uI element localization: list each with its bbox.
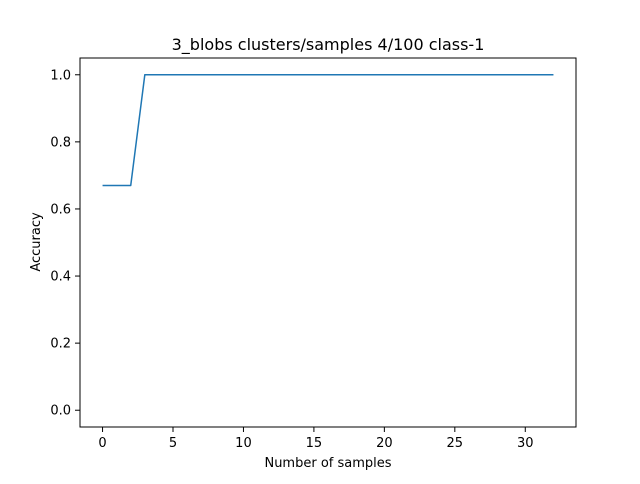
series-layer bbox=[102, 74, 554, 187]
x-tick-label: 20 bbox=[376, 436, 393, 451]
y-tick-label: 0.8 bbox=[50, 135, 71, 150]
series-line-0 bbox=[102, 74, 554, 187]
x-tick-label: 0 bbox=[98, 436, 106, 451]
y-tick-label: 0.2 bbox=[50, 337, 71, 352]
x-axis-ticks: 0 5 10 15 20 25 30 bbox=[98, 427, 534, 451]
x-tick-label: 5 bbox=[169, 436, 177, 451]
y-tick-label: 0.6 bbox=[50, 202, 71, 217]
x-tick-label: 10 bbox=[235, 436, 252, 451]
y-tick-label: 0.0 bbox=[50, 404, 71, 419]
y-tick-label: 0.4 bbox=[50, 270, 71, 285]
y-axis-ticks: 0.0 0.2 0.4 0.6 0.8 1.0 bbox=[50, 68, 80, 419]
x-tick-label: 15 bbox=[306, 436, 323, 451]
chart-title: 3_blobs clusters/samples 4/100 class-1 bbox=[172, 35, 485, 55]
x-tick-label: 25 bbox=[447, 436, 464, 451]
x-tick-label: 30 bbox=[517, 436, 534, 451]
y-tick-label: 1.0 bbox=[50, 68, 71, 83]
x-axis-label: Number of samples bbox=[264, 456, 391, 471]
y-axis-label: Accuracy bbox=[29, 212, 44, 272]
plot-frame bbox=[79, 57, 577, 428]
